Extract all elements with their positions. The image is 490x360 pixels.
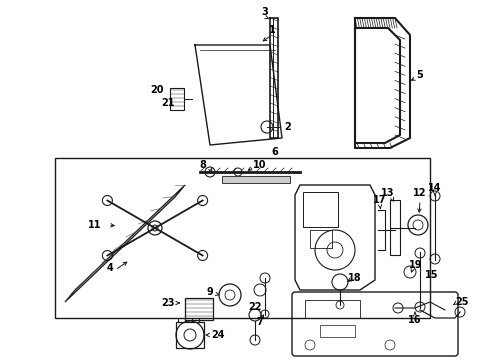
- Text: 16: 16: [408, 315, 422, 325]
- Bar: [176, 322, 204, 348]
- Text: 10: 10: [253, 160, 267, 170]
- Bar: [303, 192, 338, 227]
- Bar: [170, 88, 184, 110]
- Polygon shape: [65, 185, 185, 302]
- Text: 9: 9: [207, 287, 213, 297]
- Text: 23: 23: [161, 298, 175, 308]
- Text: 21: 21: [161, 98, 175, 108]
- Text: 12: 12: [413, 188, 427, 198]
- Bar: [320, 325, 355, 337]
- Bar: [305, 300, 360, 318]
- Text: 18: 18: [348, 273, 362, 283]
- Text: 22: 22: [248, 302, 262, 312]
- Text: 4: 4: [107, 263, 113, 273]
- Text: 19: 19: [409, 260, 423, 270]
- Bar: [55, 158, 430, 318]
- Bar: [310, 230, 332, 248]
- Text: 24: 24: [211, 330, 225, 340]
- Text: 20: 20: [150, 85, 164, 95]
- Text: 6: 6: [271, 147, 278, 157]
- Text: 11: 11: [88, 220, 102, 230]
- Text: 5: 5: [416, 70, 423, 80]
- Text: 7: 7: [257, 317, 264, 327]
- Text: 2: 2: [285, 122, 292, 132]
- Text: 1: 1: [269, 25, 275, 35]
- Text: 15: 15: [425, 270, 439, 280]
- Text: 13: 13: [381, 188, 395, 198]
- Text: 17: 17: [373, 195, 387, 205]
- Text: 3: 3: [262, 7, 269, 17]
- Bar: [185, 298, 213, 320]
- Text: 25: 25: [455, 297, 469, 307]
- Text: 14: 14: [428, 183, 442, 193]
- Bar: [222, 176, 290, 183]
- Text: 8: 8: [199, 160, 206, 170]
